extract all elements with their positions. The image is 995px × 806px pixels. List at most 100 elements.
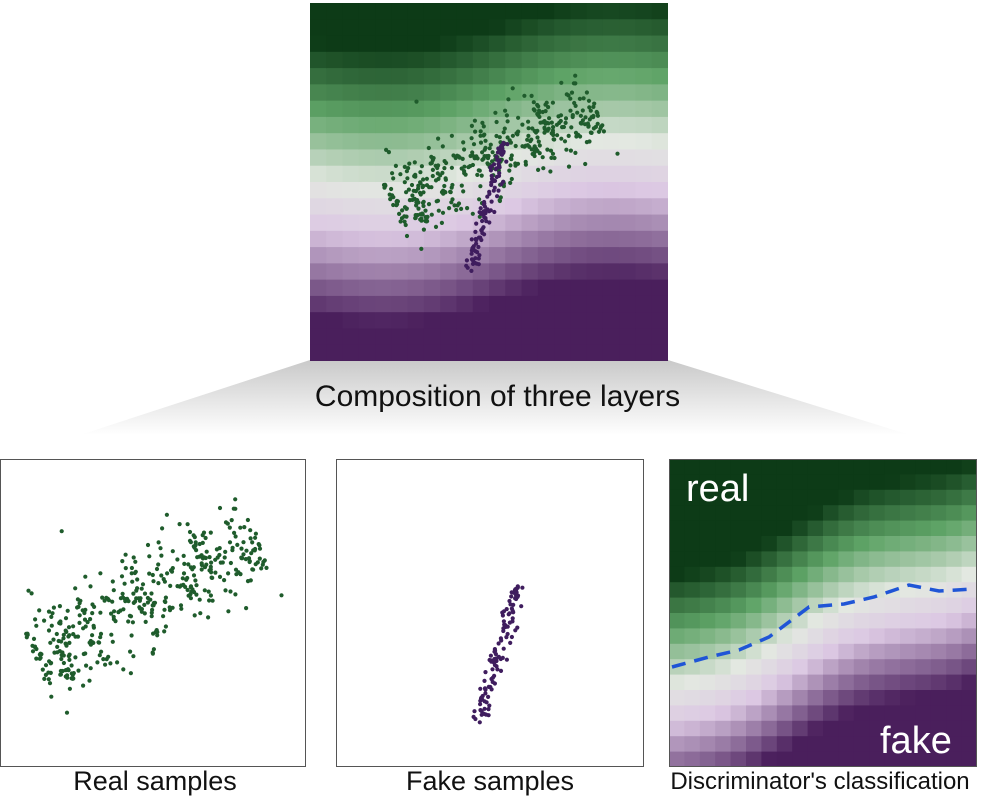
fake-sample-point [484, 700, 489, 705]
heatmap-cell [505, 100, 523, 118]
heatmap-cell [838, 566, 855, 583]
real-sample-point [210, 598, 215, 603]
real-sample-point [257, 543, 262, 548]
heatmap-cell [537, 19, 555, 37]
real-sample-point [556, 114, 561, 119]
real-sample-point [402, 164, 407, 169]
real-sample-point [186, 593, 191, 598]
heatmap-cell [884, 736, 901, 753]
real-sample-point [493, 110, 498, 115]
real-sample-point [259, 566, 264, 571]
heatmap-cell [635, 133, 653, 151]
heatmap-cell [619, 214, 637, 232]
heatmap-cell [423, 3, 441, 20]
real-sample-point [194, 592, 199, 597]
heatmap-cell [537, 198, 555, 216]
heatmap-cell [807, 674, 824, 691]
heatmap-cell [651, 230, 668, 248]
real-sample-point [133, 559, 138, 564]
heatmap-cell [715, 736, 732, 753]
heatmap-cell [537, 279, 555, 297]
heatmap-cell [761, 720, 778, 737]
heatmap-cell [358, 68, 376, 85]
fake-sample-point [504, 159, 509, 164]
real-sample-point [119, 574, 125, 579]
fake-sample-point [506, 612, 511, 617]
heatmap-cell [699, 720, 716, 737]
real-sample-point [591, 104, 596, 109]
heatmap-cell [570, 68, 588, 85]
real-sample-point [469, 123, 474, 128]
fake-sample-point [507, 598, 512, 604]
fake-sample-point [500, 655, 505, 660]
real-sample-point [223, 520, 229, 525]
heatmap-cell [310, 3, 327, 20]
heatmap-cell [715, 597, 732, 614]
heatmap-cell [505, 312, 523, 330]
heatmap-cell [869, 643, 886, 660]
heatmap-cell [602, 182, 620, 199]
heatmap-cell [761, 505, 778, 522]
heatmap-cell [310, 295, 327, 313]
real-sample-point [550, 130, 555, 135]
real-sample-point [140, 582, 146, 587]
fake-sample-point [510, 616, 515, 621]
heatmap-cell [946, 613, 963, 629]
real-sample-point [531, 100, 536, 105]
real-sample-point [155, 633, 160, 638]
real-sample-point [393, 163, 398, 168]
real-sample-point [587, 139, 592, 144]
real-sample-point [253, 535, 258, 540]
real-sample-point [168, 583, 173, 588]
real-sample-point [49, 614, 54, 619]
heatmap-cell [358, 279, 376, 297]
heatmap-cell [310, 35, 327, 53]
heatmap-cell [554, 3, 571, 20]
real-sample-point [191, 573, 197, 578]
real-sample-point [508, 163, 513, 168]
heatmap-cell [326, 165, 344, 183]
real-sample-point [568, 96, 573, 101]
heatmap-cell [342, 68, 360, 85]
heatmap-cell [823, 551, 839, 568]
heatmap-cell [776, 459, 793, 475]
real-sample-point [436, 208, 441, 213]
heatmap-cell [505, 263, 523, 281]
real-sample-point [223, 549, 228, 554]
heatmap-cell [853, 505, 870, 522]
real-sample-point [563, 120, 568, 125]
heatmap-cell [602, 295, 620, 313]
heatmap-cell [602, 51, 620, 69]
real-sample-point [83, 574, 88, 579]
heatmap-cell [669, 705, 685, 722]
fake-sample-point [498, 668, 504, 673]
heatmap-cell [619, 100, 637, 118]
heatmap-cell [684, 690, 701, 706]
real-sample-point [182, 561, 187, 566]
heatmap-cell [358, 35, 376, 53]
heatmap-cell [326, 344, 344, 361]
fake-sample-point [505, 624, 510, 629]
decision-boundary-line [671, 583, 975, 669]
real-sample-point [426, 202, 432, 207]
real-sample-point [82, 610, 87, 616]
heatmap-cell [537, 263, 555, 281]
heatmap-cell [505, 68, 523, 85]
heatmap-cell [869, 674, 886, 691]
heatmap-cell [489, 84, 506, 102]
real-sample-point [136, 596, 141, 601]
heatmap-cell [358, 165, 376, 183]
heatmap-cell [472, 68, 490, 85]
real-sample-point [67, 657, 72, 662]
heatmap-cell [619, 328, 637, 346]
real-sample-point [101, 657, 106, 662]
real-sample-point [549, 155, 554, 160]
real-sample-point [135, 586, 140, 591]
heatmap-cell [619, 182, 637, 199]
real-sample-point [405, 176, 410, 181]
heatmap-cell [635, 328, 653, 346]
real-sample-point [151, 579, 156, 584]
heatmap-cell [776, 582, 793, 599]
heatmap-cell [823, 720, 839, 737]
real-sample-point [34, 656, 39, 661]
